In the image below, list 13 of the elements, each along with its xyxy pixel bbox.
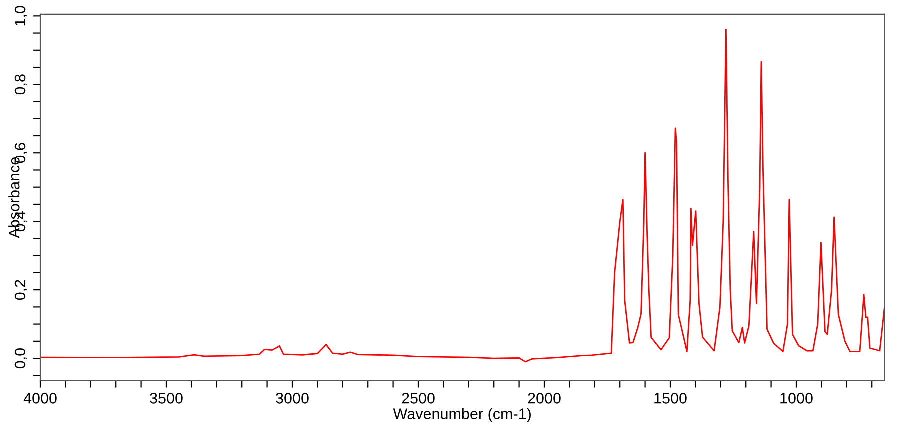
y-tick-label: 0,2 [14, 280, 28, 300]
y-tick-label: 0,8 [14, 74, 28, 95]
x-tick-label: 2500 [402, 393, 435, 404]
x-axis-title: Wavenumber (cm-1) [393, 408, 531, 422]
x-tick-label: 3500 [150, 393, 183, 404]
y-tick-label: 1,0 [14, 6, 28, 26]
x-tick-label: 1000 [780, 393, 813, 404]
y-tick-label: 0,0 [14, 348, 28, 369]
x-tick-label: 4000 [24, 393, 57, 404]
x-tick-label: 3000 [276, 393, 309, 404]
line-series [40, 28, 885, 363]
x-tick-label: 2000 [528, 393, 561, 404]
x-tick-label: 1500 [654, 393, 687, 404]
